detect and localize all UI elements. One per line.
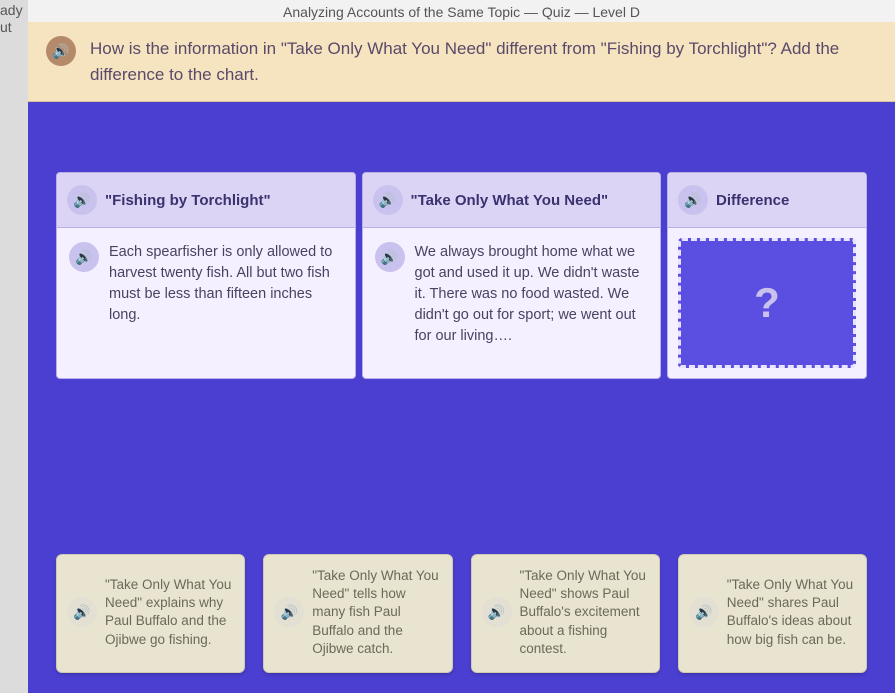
column-body-left-text: Each spearfisher is only allowed to harv… — [109, 242, 343, 326]
play-prompt-audio-icon[interactable]: 🔊 — [46, 36, 76, 66]
column-header-difference: 🔊 Difference — [668, 173, 866, 228]
answer-choices-row: 🔊 "Take Only What You Need" explains why… — [56, 494, 867, 673]
column-header-diff-text: Difference — [716, 192, 789, 209]
column-body-middle: 🔊 We always brought home what we got and… — [363, 228, 661, 378]
answer-choice-1-text: "Take Only What You Need" explains why P… — [105, 576, 234, 649]
answer-choice-2[interactable]: 🔊 "Take Only What You Need" tells how ma… — [263, 554, 452, 673]
answer-choice-3-text: "Take Only What You Need" shows Paul Buf… — [520, 567, 649, 658]
play-choice-4-audio-icon[interactable]: 🔊 — [689, 597, 719, 627]
play-choice-2-audio-icon[interactable]: 🔊 — [274, 597, 304, 627]
left-edge-text-2: ut — [0, 19, 28, 36]
column-header-left-text: "Fishing by Torchlight" — [105, 192, 271, 209]
play-choice-1-audio-icon[interactable]: 🔊 — [67, 597, 97, 627]
left-edge-strip: ady ut — [0, 0, 28, 693]
play-header-left-audio-icon[interactable]: 🔊 — [67, 185, 97, 215]
page-title: Analyzing Accounts of the Same Topic — Q… — [28, 0, 895, 22]
drop-placeholder-icon: ? — [754, 273, 780, 334]
answer-choice-3[interactable]: 🔊 "Take Only What You Need" shows Paul B… — [471, 554, 660, 673]
play-choice-3-audio-icon[interactable]: 🔊 — [482, 597, 512, 627]
column-take-only-what-you-need: 🔊 "Take Only What You Need" 🔊 We always … — [362, 172, 662, 379]
difference-drop-target[interactable]: ? — [678, 238, 856, 368]
column-header-middle: 🔊 "Take Only What You Need" — [363, 173, 661, 228]
play-header-diff-audio-icon[interactable]: 🔊 — [678, 185, 708, 215]
question-prompt-bar: 🔊 How is the information in "Take Only W… — [28, 22, 895, 102]
column-header-left: 🔊 "Fishing by Torchlight" — [57, 173, 355, 228]
column-body-difference: ? — [668, 228, 866, 378]
column-body-left: 🔊 Each spearfisher is only allowed to ha… — [57, 228, 355, 378]
play-body-left-audio-icon[interactable]: 🔊 — [69, 242, 99, 272]
question-prompt-text: How is the information in "Take Only Wha… — [90, 36, 877, 87]
answer-choice-1[interactable]: 🔊 "Take Only What You Need" explains why… — [56, 554, 245, 673]
column-difference: 🔊 Difference ? — [667, 172, 867, 379]
left-edge-text-1: ady — [0, 2, 28, 19]
column-header-middle-text: "Take Only What You Need" — [411, 192, 609, 209]
comparison-chart: 🔊 "Fishing by Torchlight" 🔊 Each spearfi… — [56, 172, 867, 379]
column-fishing-by-torchlight: 🔊 "Fishing by Torchlight" 🔊 Each spearfi… — [56, 172, 356, 379]
content-area: 🔊 "Fishing by Torchlight" 🔊 Each spearfi… — [28, 102, 895, 693]
answer-choice-2-text: "Take Only What You Need" tells how many… — [312, 567, 441, 658]
play-header-middle-audio-icon[interactable]: 🔊 — [373, 185, 403, 215]
column-body-middle-text: We always brought home what we got and u… — [415, 242, 649, 347]
answer-choice-4-text: "Take Only What You Need" shares Paul Bu… — [727, 576, 856, 649]
play-body-middle-audio-icon[interactable]: 🔊 — [375, 242, 405, 272]
answer-choice-4[interactable]: 🔊 "Take Only What You Need" shares Paul … — [678, 554, 867, 673]
main-pane: Analyzing Accounts of the Same Topic — Q… — [28, 0, 895, 693]
